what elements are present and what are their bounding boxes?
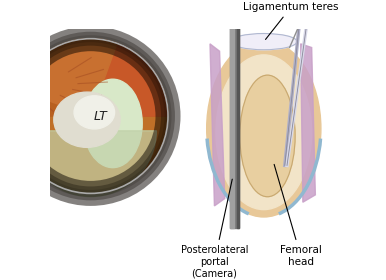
Ellipse shape bbox=[83, 79, 142, 168]
Ellipse shape bbox=[216, 55, 312, 210]
Text: Femoral
head: Femoral head bbox=[274, 164, 322, 267]
Polygon shape bbox=[230, 25, 234, 228]
Polygon shape bbox=[301, 44, 315, 202]
Wedge shape bbox=[18, 39, 117, 116]
Polygon shape bbox=[230, 25, 239, 228]
Ellipse shape bbox=[54, 92, 120, 147]
Ellipse shape bbox=[231, 34, 297, 50]
Wedge shape bbox=[25, 131, 156, 197]
Ellipse shape bbox=[74, 96, 115, 129]
Text: Posterolateral
portal
(Camera): Posterolateral portal (Camera) bbox=[181, 179, 248, 278]
Circle shape bbox=[13, 39, 168, 193]
Ellipse shape bbox=[240, 75, 295, 197]
Polygon shape bbox=[237, 25, 239, 228]
Text: Ligamentum teres: Ligamentum teres bbox=[243, 2, 339, 39]
Text: LT: LT bbox=[93, 109, 107, 123]
Polygon shape bbox=[210, 44, 225, 206]
Wedge shape bbox=[13, 39, 168, 116]
Ellipse shape bbox=[207, 40, 321, 217]
Wedge shape bbox=[91, 39, 168, 116]
